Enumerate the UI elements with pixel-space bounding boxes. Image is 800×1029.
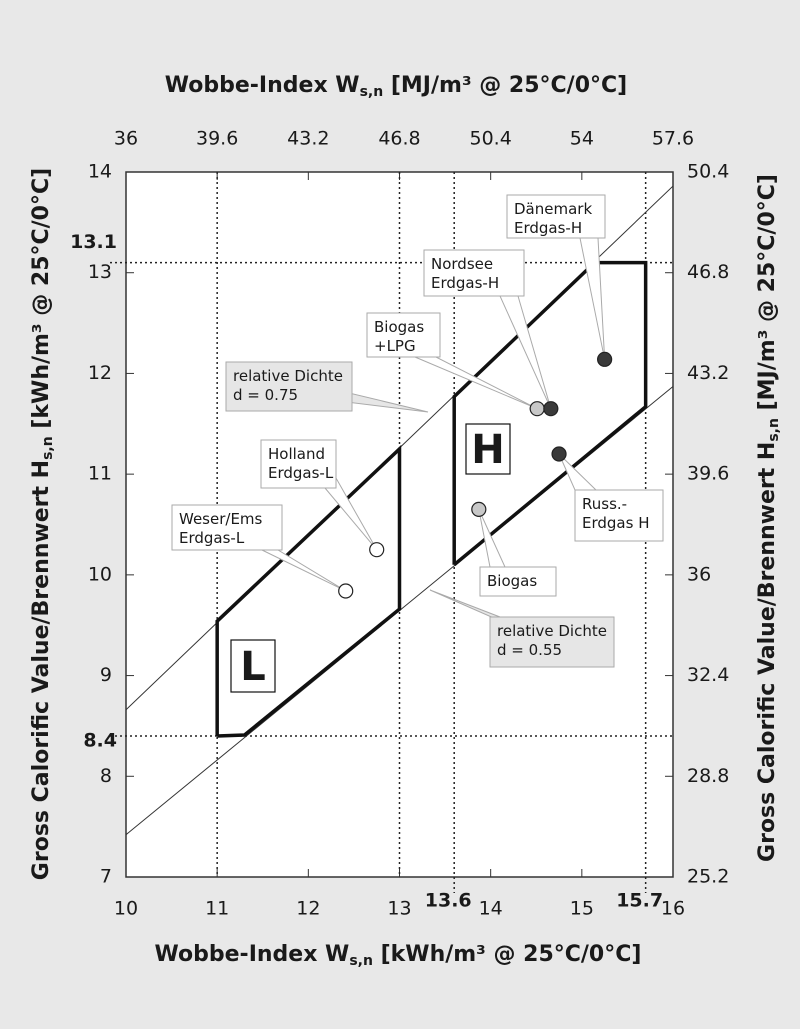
y2-tick-label: 43.2 (687, 362, 729, 384)
callout-box (366, 312, 441, 358)
annotation: Holland (268, 445, 325, 463)
reference-tick-label: 13.1 (70, 231, 117, 253)
annotation: Erdgas H (582, 514, 649, 532)
x-tick-label: 15 (570, 898, 594, 920)
annotation: Erdgas-H (431, 274, 499, 292)
region-label: H (471, 427, 504, 473)
y2-axis-title: Gross Calorific Value/Brennwert Hs,n [MJ… (755, 174, 782, 862)
axis-title-rest: [kWh/m³ @ 25°C/0°C] (373, 942, 642, 967)
region-label-box (465, 423, 511, 475)
data-point (369, 542, 385, 558)
y-tick-label: 13 (88, 261, 112, 283)
region-label-box (230, 639, 276, 693)
data-point (529, 401, 545, 417)
annotation: Dänemark (514, 200, 592, 218)
axis-title-sub: s,n (360, 84, 384, 100)
annotation: Weser/Ems (179, 510, 263, 528)
annotation: d = 0.55 (497, 641, 562, 659)
x2-axis-title: Wobbe-Index Ws,n [MJ/m³ @ 25°C/0°C] (165, 73, 627, 100)
axis-title-main: Gross Calorific Value/Brennwert H (755, 442, 780, 862)
y2-tick-label: 32.4 (687, 664, 729, 686)
callout-box (574, 489, 664, 542)
y-tick-label: 14 (88, 161, 112, 183)
axis-title-sub: s,n (766, 418, 782, 442)
annotation: Erdgas-H (514, 219, 582, 237)
axis-title-sub: s,n (40, 436, 56, 460)
x-tick-label: 13 (387, 898, 411, 920)
annotation: relative Dichte (233, 367, 343, 385)
reference-tick-label: 13.6 (425, 890, 472, 912)
data-point (471, 501, 487, 517)
y-tick-label: 12 (88, 362, 112, 384)
callout-box (489, 616, 615, 668)
axis-title-rest: [MJ/m³ @ 25°C/0°C] (755, 174, 780, 418)
x-axis-title: Wobbe-Index Ws,n [kWh/m³ @ 25°C/0°C] (155, 942, 642, 969)
y-tick-label: 9 (100, 664, 112, 686)
annotation: d = 0.75 (233, 386, 298, 404)
reference-tick-label: 8.4 (83, 730, 117, 752)
annotation: Biogas (374, 318, 424, 336)
annotation: Russ.- (582, 495, 627, 513)
y-tick-label: 10 (88, 563, 112, 585)
x2-tick-label: 54 (570, 128, 594, 150)
y2-tick-label: 28.8 (687, 765, 729, 787)
x-tick-label: 12 (296, 898, 320, 920)
y-tick-label: 7 (100, 866, 112, 888)
y2-tick-label: 46.8 (687, 261, 729, 283)
axis-title-main: Wobbe-Index W (165, 73, 360, 98)
x-tick-label: 14 (479, 898, 503, 920)
callout-box (479, 566, 557, 597)
reference-tick-label: 15.7 (616, 890, 663, 912)
x2-tick-label: 46.8 (378, 128, 420, 150)
annotation: Biogas (487, 572, 537, 590)
x-tick-label: 10 (114, 898, 138, 920)
callout-seam (500, 617, 512, 626)
annotation: Erdgas-L (268, 464, 334, 482)
x-tick-label: 16 (661, 898, 685, 920)
region-outline (215, 444, 402, 738)
callout-box (423, 249, 525, 297)
y-axis-title: Gross Calorific Value/Brennwert Hs,n [kW… (29, 168, 56, 880)
axis-title-main: Wobbe-Index W (155, 942, 350, 967)
region-label: L (240, 644, 266, 690)
axis-title-main: Gross Calorific Value/Brennwert H (29, 460, 54, 880)
y-tick-label: 8 (100, 765, 112, 787)
y2-tick-label: 36 (687, 563, 711, 585)
callout-box (171, 504, 283, 551)
callout-seam (325, 478, 336, 488)
y2-tick-label: 25.2 (687, 866, 729, 888)
data-point (597, 351, 613, 367)
x-tick-label: 11 (205, 898, 229, 920)
annotation: +LPG (374, 337, 416, 355)
annotation: Nordsee (431, 255, 493, 273)
data-point (551, 446, 567, 462)
x2-tick-label: 57.6 (652, 128, 694, 150)
callout-box (506, 194, 606, 239)
x2-tick-label: 39.6 (196, 128, 238, 150)
axis-title-rest: [MJ/m³ @ 25°C/0°C] (383, 73, 627, 98)
region-outline (452, 260, 648, 567)
x2-tick-label: 36 (114, 128, 138, 150)
x2-tick-label: 43.2 (287, 128, 329, 150)
callout-box (260, 439, 337, 489)
y2-tick-label: 39.6 (687, 463, 729, 485)
y-tick-label: 11 (88, 463, 112, 485)
axis-title-sub: s,n (349, 953, 373, 969)
y2-tick-label: 50.4 (687, 161, 729, 183)
data-point (338, 583, 354, 599)
callout-box (225, 361, 353, 412)
axis-title-rest: [kWh/m³ @ 25°C/0°C] (29, 168, 54, 437)
callout-seam (330, 392, 345, 400)
annotation: relative Dichte (497, 622, 607, 640)
x2-tick-label: 50.4 (470, 128, 512, 150)
data-point (543, 401, 559, 417)
annotation: Erdgas-L (179, 529, 245, 547)
